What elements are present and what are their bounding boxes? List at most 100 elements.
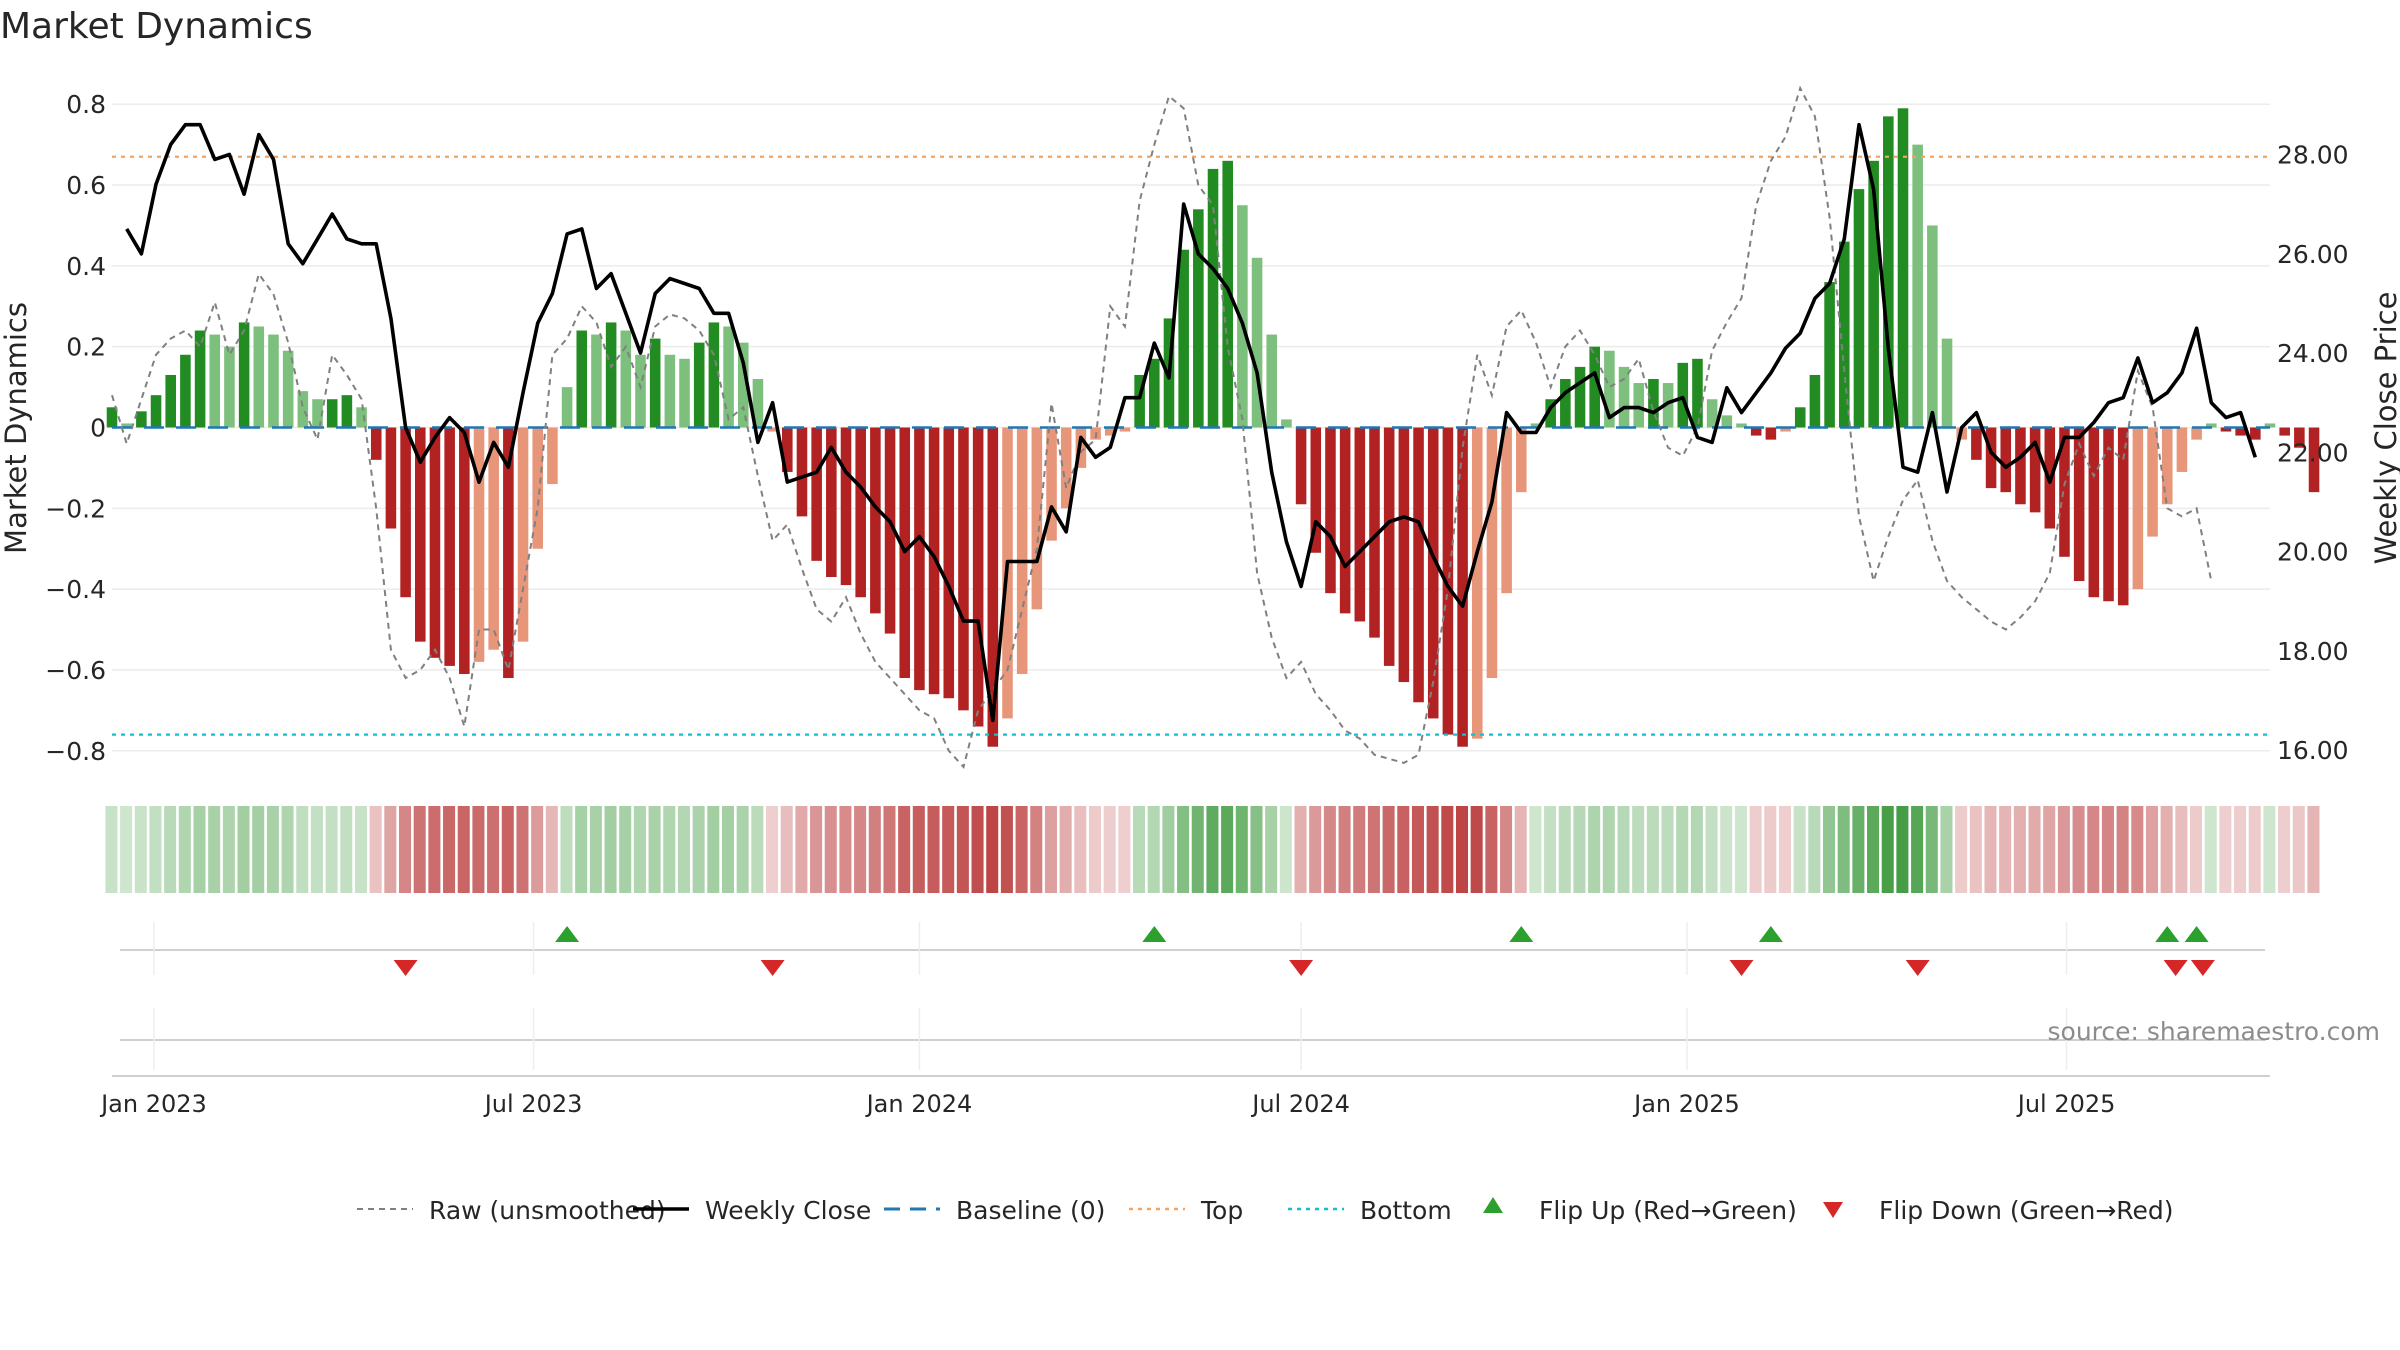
- strip-cell: [105, 806, 118, 893]
- momentum-bar: [1369, 427, 1380, 638]
- strip-cell: [1955, 806, 1968, 893]
- momentum-bar: [1721, 415, 1733, 428]
- strip-cell: [1441, 806, 1454, 893]
- momentum-bar: [2235, 427, 2246, 436]
- reference-lines: [112, 155, 2270, 736]
- strip-cell: [457, 806, 470, 893]
- momentum-bar: [2147, 427, 2158, 537]
- legend-label: Weekly Close: [705, 1196, 871, 1225]
- momentum-bar: [2250, 427, 2261, 440]
- strip-cell: [1147, 806, 1160, 893]
- momentum-bar: [1119, 427, 1131, 432]
- flip-down-marker: [1289, 960, 1314, 976]
- chart-title: Market Dynamics: [0, 6, 313, 47]
- strip-cell: [619, 806, 632, 893]
- momentum-bar: [1545, 399, 1556, 428]
- momentum-bar: [1589, 346, 1600, 428]
- flip-markers-panel: [120, 922, 2265, 976]
- x-tick-label: Jan 2023: [99, 1090, 207, 1118]
- momentum-bar: [2073, 427, 2085, 582]
- x-tick-label: Jul 2023: [483, 1090, 583, 1118]
- strip-cell: [2307, 806, 2320, 893]
- strip-cell: [1294, 806, 1307, 893]
- strip-cell: [1544, 806, 1557, 893]
- strip-cell: [1573, 806, 1586, 893]
- strip-cell: [1705, 806, 1718, 893]
- y-tick-label: 0.2: [66, 333, 106, 362]
- strip-cell: [472, 806, 485, 893]
- momentum-bar: [870, 427, 881, 614]
- flip-down-marker: [1729, 960, 1754, 976]
- strip-cell: [266, 806, 279, 893]
- momentum-bar: [2161, 427, 2173, 505]
- strip-cell: [2219, 806, 2232, 893]
- momentum-bar: [576, 330, 588, 428]
- strip-cell: [604, 806, 617, 893]
- strip-cell: [1837, 806, 1850, 893]
- momentum-bar: [370, 427, 382, 460]
- strip-cell: [1749, 806, 1762, 893]
- momentum-bar: [121, 423, 132, 428]
- momentum-bar: [1486, 427, 1498, 679]
- momentum-bar: [1633, 383, 1645, 428]
- momentum-bar: [2220, 427, 2232, 432]
- strip-cell: [971, 806, 984, 893]
- strip-cell: [2131, 806, 2144, 893]
- strip-cell: [1999, 806, 2012, 893]
- strip-cell: [883, 806, 896, 893]
- momentum-bar: [1281, 419, 1292, 428]
- strip-cell: [413, 806, 426, 893]
- momentum-bar: [1677, 362, 1689, 428]
- strip-cell: [237, 806, 250, 893]
- strip-cell: [1588, 806, 1601, 893]
- strip-cell: [1822, 806, 1836, 893]
- strip-cell: [340, 806, 353, 893]
- momentum-bar: [2294, 427, 2305, 448]
- empty-panel: [112, 1008, 2270, 1077]
- strip-cell: [2278, 806, 2291, 893]
- x-tick-label: Jan 2025: [1632, 1090, 1740, 1118]
- momentum-bar: [1604, 350, 1615, 428]
- flip-down-marker: [760, 960, 785, 976]
- strip-cell: [1646, 806, 1659, 893]
- strip-cell: [1867, 806, 1880, 893]
- flip-up-marker: [1758, 926, 1783, 942]
- momentum-bar: [1149, 358, 1160, 428]
- strip-cell: [912, 806, 925, 893]
- momentum-bar: [1442, 427, 1454, 735]
- strip-cell: [1896, 806, 1909, 893]
- momentum-bar: [180, 354, 191, 428]
- momentum-bar: [2000, 427, 2012, 493]
- strip-cell: [1133, 806, 1146, 893]
- strip-cell: [1676, 806, 1689, 893]
- momentum-bar: [1046, 427, 1057, 541]
- momentum-bar: [1853, 189, 1865, 428]
- strip-cell: [1661, 806, 1674, 893]
- momentum-bar: [2264, 423, 2276, 428]
- strip-cell: [1030, 806, 1043, 893]
- momentum-bar: [1016, 427, 1028, 674]
- strip-cell: [1118, 806, 1131, 893]
- momentum-bar: [1560, 379, 1571, 428]
- momentum-bar: [400, 427, 411, 598]
- momentum-bar: [1516, 427, 1527, 493]
- strip-cell: [222, 806, 235, 893]
- momentum-bar: [1134, 374, 1145, 428]
- momentum-bar: [1222, 160, 1233, 428]
- strip-cell: [1602, 806, 1615, 893]
- momentum-bar: [1985, 427, 1997, 489]
- strip-cell: [560, 806, 573, 893]
- flip-up-marker: [1509, 926, 1534, 942]
- strip-cell: [1250, 806, 1263, 893]
- strip-cell: [1338, 806, 1351, 893]
- strip-cell: [1632, 806, 1645, 893]
- x-tick-label: Jan 2024: [865, 1090, 973, 1118]
- flip-up-marker: [2184, 926, 2209, 942]
- strip-cell: [1367, 806, 1380, 893]
- flip-up-marker: [555, 926, 580, 942]
- strip-cell: [1059, 806, 1072, 893]
- strip-cell: [824, 806, 837, 893]
- strip-cell: [1911, 806, 1924, 893]
- legend-label: Bottom: [1360, 1196, 1452, 1225]
